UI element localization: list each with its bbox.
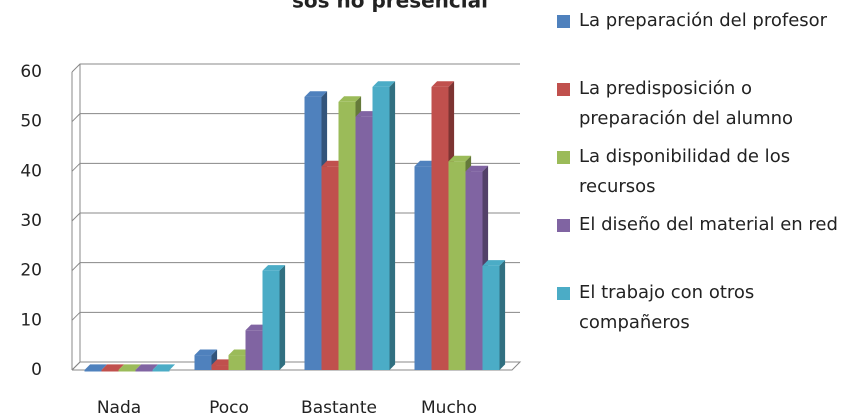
legend-item: La preparación del profesor (557, 6, 853, 36)
bar-top (304, 91, 328, 97)
bar-top (135, 364, 159, 370)
bar-top (194, 349, 218, 356)
y-tick-label: 0 (31, 360, 42, 380)
legend-swatch (557, 151, 570, 164)
legend-item: La disponibilidad de los recursos (557, 142, 853, 202)
bar (228, 355, 246, 370)
bar-top (482, 260, 506, 266)
bar-side (389, 81, 396, 371)
bar (482, 265, 500, 370)
bar (321, 166, 339, 370)
bar (245, 330, 263, 370)
bar (372, 86, 390, 371)
bar (431, 86, 449, 371)
bar-top (84, 364, 108, 370)
legend-swatch (557, 287, 570, 300)
legend-label: La predisposición o preparación del alum… (579, 78, 794, 129)
bar-top (118, 364, 142, 370)
bar-top (372, 81, 396, 87)
x-tick-label: Mucho (421, 398, 477, 416)
bar (211, 365, 229, 370)
bar-top (448, 155, 472, 162)
y-tick-label: 30 (20, 211, 42, 231)
x-tick-label: Bastante (301, 398, 377, 416)
bar (135, 370, 153, 372)
bar (152, 370, 170, 372)
bar-top (211, 359, 235, 366)
bar-side (499, 260, 506, 370)
bar (194, 355, 212, 370)
legend-item: El trabajo con otros compañeros (557, 278, 853, 338)
bar (262, 270, 280, 370)
bar (448, 161, 466, 370)
legend-label: El trabajo con otros compañeros (579, 282, 755, 333)
legend-label: La disponibilidad de los recursos (579, 146, 791, 197)
y-tick-label: 60 (20, 62, 42, 82)
legend-label: El diseño del material en red (579, 214, 838, 235)
bar (84, 370, 102, 372)
bar-top (228, 349, 252, 356)
legend-label: La preparación del profesor (579, 10, 828, 31)
bar (101, 370, 119, 372)
bar-top (465, 165, 489, 172)
y-tick-label: 20 (20, 261, 42, 281)
bar (355, 116, 373, 370)
legend-item: La predisposición o preparación del alum… (557, 74, 853, 134)
chart-title: sos no presencial (292, 0, 488, 13)
y-tick-label: 40 (20, 161, 42, 181)
bar-top (245, 324, 269, 331)
legend-item: El diseño del material en red (557, 210, 853, 240)
bar (304, 96, 322, 370)
legend-swatch (557, 83, 570, 96)
legend-swatch (557, 219, 570, 232)
y-tick-label: 10 (20, 310, 42, 330)
bar (414, 166, 432, 370)
x-tick-label: Nada (97, 398, 141, 416)
grid-line (71, 63, 520, 73)
bar-top (338, 96, 362, 102)
y-tick-label: 50 (20, 112, 42, 132)
x-tick-label: Poco (209, 398, 249, 416)
bar (118, 370, 136, 372)
bar-side (279, 265, 286, 370)
bar-top (321, 160, 345, 167)
bar (465, 171, 483, 370)
bar-top (414, 160, 438, 167)
bar-top (355, 111, 379, 117)
bar-top (431, 81, 455, 87)
bar (338, 101, 356, 371)
legend-swatch (557, 15, 570, 28)
bar-top (262, 265, 286, 271)
bar-top (101, 364, 125, 370)
bar-top (152, 364, 176, 370)
